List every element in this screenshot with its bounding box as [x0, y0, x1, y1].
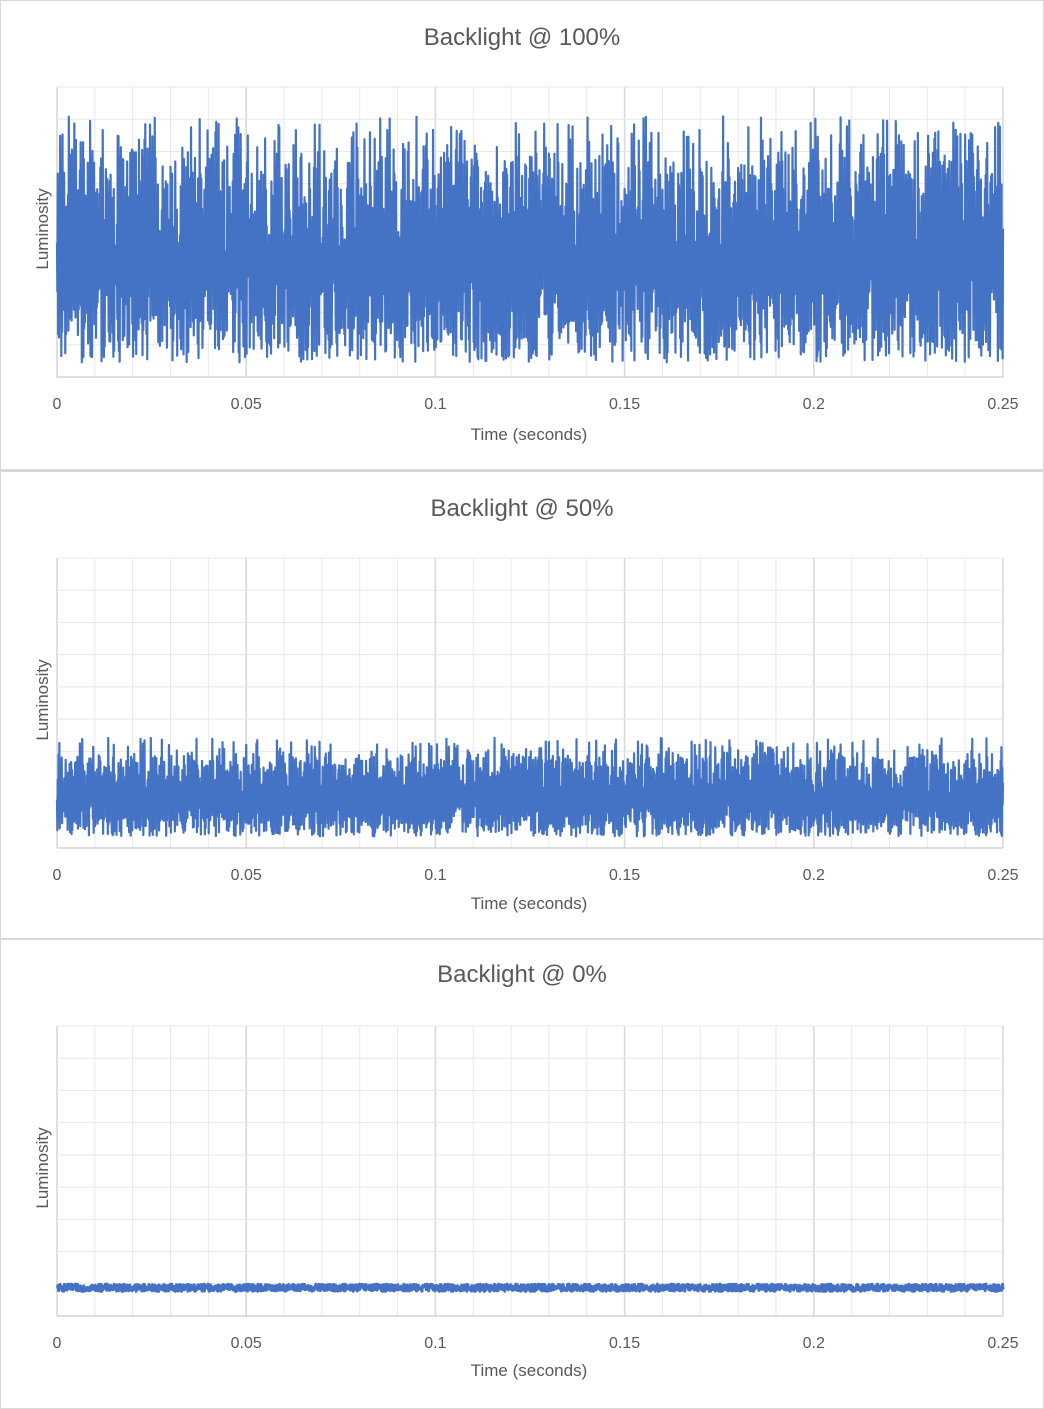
- y-axis-title: Luminosity: [33, 659, 52, 741]
- x-tick-label: 0.1: [424, 867, 446, 884]
- x-tick-label: 0.15: [609, 1335, 640, 1352]
- x-axis-title: Time (seconds): [471, 1361, 588, 1380]
- series-line: [55, 1282, 1005, 1293]
- x-tick-label: 0.1: [424, 1335, 446, 1352]
- x-tick-label: 0.25: [987, 1335, 1018, 1352]
- x-tick-label: 0.25: [987, 867, 1018, 884]
- series-line: [55, 115, 1005, 364]
- chart-title: Backlight @ 50%: [430, 495, 613, 522]
- chart-panel-50: Backlight @ 50% 0 0.05 0.1 0.15 0.2 0.25 Time…: [0, 471, 1044, 939]
- chart-svg-0: Backlight @ 0% 0 0.05 0.1 0.15 0.2 0.25 Time …: [33, 961, 1019, 1380]
- x-tick-label: 0.2: [803, 396, 825, 413]
- chart-panel-0: Backlight @ 0% 0 0.05 0.1 0.15 0.2 0.25 Time …: [0, 939, 1044, 1409]
- chart-svg-100: Backlight @ 100% 0 0.05 0.1 0.15 0.2 0.25 Tim…: [33, 24, 1019, 444]
- x-tick-label: 0.2: [803, 867, 825, 884]
- x-axis-title: Time (seconds): [471, 894, 588, 913]
- plot-grid: [56, 1025, 1004, 1317]
- x-tick-labels: 0 0.05 0.1 0.15 0.2 0.25: [53, 396, 1019, 413]
- x-tick-label: 0: [53, 867, 62, 884]
- chart-title: Backlight @ 0%: [437, 961, 607, 988]
- x-tick-label: 0.05: [231, 396, 262, 413]
- x-tick-label: 0.05: [231, 1335, 262, 1352]
- x-tick-label: 0.15: [609, 867, 640, 884]
- x-tick-label: 0.15: [609, 396, 640, 413]
- x-axis-title: Time (seconds): [471, 425, 588, 444]
- x-tick-label: 0.25: [987, 396, 1018, 413]
- x-tick-labels: 0 0.05 0.1 0.15 0.2 0.25: [53, 1335, 1019, 1352]
- y-axis-title: Luminosity: [33, 188, 52, 270]
- series-line: [55, 736, 1005, 838]
- chart-title: Backlight @ 100%: [424, 24, 620, 51]
- y-axis-title: Luminosity: [33, 1127, 52, 1209]
- x-tick-label: 0.1: [424, 396, 446, 413]
- chart-panel-100: Backlight @ 100% 0 0.05 0.1 0.15 0.2 0.25 Tim…: [0, 0, 1044, 470]
- x-tick-labels: 0 0.05 0.1 0.15 0.2 0.25: [53, 867, 1019, 884]
- x-tick-label: 0.2: [803, 1335, 825, 1352]
- chart-svg-50: Backlight @ 50% 0 0.05 0.1 0.15 0.2 0.25 Time…: [33, 495, 1019, 913]
- x-tick-label: 0: [53, 396, 62, 413]
- x-tick-label: 0: [53, 1335, 62, 1352]
- x-tick-label: 0.05: [231, 867, 262, 884]
